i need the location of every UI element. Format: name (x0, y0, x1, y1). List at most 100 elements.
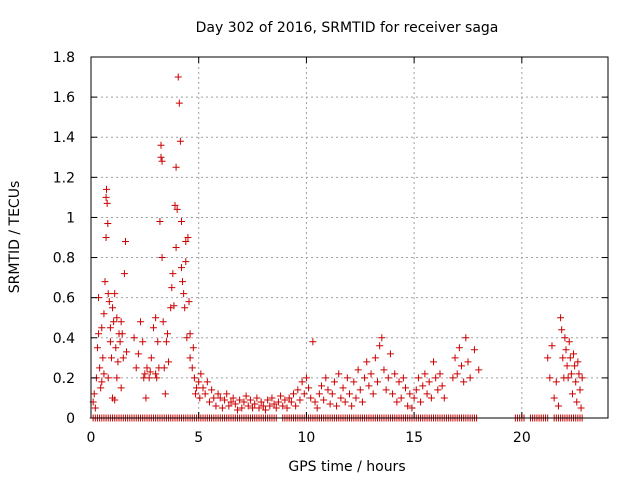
data-point (458, 362, 466, 370)
data-point (311, 398, 319, 406)
data-point (261, 406, 269, 414)
data-point (98, 378, 106, 386)
data-point (315, 390, 323, 398)
data-point (90, 390, 98, 398)
data-point (249, 404, 257, 412)
data-point (177, 217, 185, 225)
data-point (378, 334, 386, 342)
data-point (397, 394, 405, 402)
data-point (475, 366, 483, 374)
data-point (449, 374, 457, 382)
data-point (470, 346, 478, 354)
data-point (120, 270, 128, 278)
data-point (102, 234, 110, 241)
data-point (111, 396, 119, 404)
data-point (559, 354, 567, 362)
y-tick-label: 1.4 (53, 130, 75, 146)
data-point (196, 394, 204, 402)
data-point (328, 390, 336, 398)
data-point (244, 402, 252, 410)
data-point (95, 330, 103, 338)
data-point (283, 404, 291, 412)
x-tick-label: 15 (405, 430, 423, 446)
data-point (251, 400, 259, 408)
data-point (313, 404, 321, 412)
data-point (154, 338, 162, 346)
data-point (333, 402, 341, 410)
data-point (183, 334, 191, 342)
data-point (339, 384, 347, 392)
data-point (216, 394, 224, 402)
data-point (257, 398, 265, 406)
data-point (440, 394, 448, 402)
data-point (101, 278, 109, 286)
data-point (544, 354, 552, 362)
grid (91, 57, 608, 418)
data-point (111, 290, 119, 298)
data-point (186, 330, 194, 338)
data-point (246, 396, 254, 404)
data-point (296, 396, 304, 404)
data-point (141, 370, 149, 378)
data-point (391, 370, 399, 378)
data-point (104, 374, 112, 382)
y-tick-label: 1 (66, 210, 75, 226)
data-point (350, 378, 358, 386)
data-point (568, 390, 576, 398)
data-point (264, 396, 272, 404)
data-point (197, 370, 205, 378)
data-point (201, 390, 209, 398)
data-point (268, 394, 276, 402)
data-point (455, 344, 463, 352)
x-tick-label: 20 (513, 430, 531, 446)
y-tick-label: 0.8 (53, 251, 75, 267)
data-point (406, 390, 414, 398)
data-point (118, 330, 126, 338)
data-point (182, 238, 190, 246)
data-point (266, 402, 274, 410)
data-point (132, 364, 140, 372)
data-point (432, 374, 440, 382)
y-axis-ticks: 0 0.2 0.4 0.6 0.8 1 1.2 1.4 1.6 1.8 (53, 50, 608, 427)
data-point (356, 386, 364, 394)
data-point (255, 404, 263, 412)
data-point (110, 318, 118, 326)
data-point (186, 354, 194, 362)
data-point (190, 374, 198, 382)
data-point (330, 378, 338, 386)
data-point (573, 398, 581, 406)
data-point (107, 354, 115, 362)
data-point (113, 374, 121, 382)
data-point (203, 378, 211, 386)
data-point (158, 254, 166, 262)
data-point (386, 350, 394, 358)
data-point (363, 358, 371, 366)
data-point (229, 394, 237, 402)
data-point (106, 338, 114, 346)
data-point (179, 278, 187, 286)
data-series-srmtid (89, 73, 586, 422)
data-point (561, 334, 569, 342)
data-point (567, 370, 575, 378)
data-point (427, 394, 435, 402)
data-point (317, 382, 325, 390)
y-tick-label: 0.4 (53, 331, 75, 347)
data-point (421, 370, 429, 378)
y-tick-label: 0.2 (53, 371, 75, 387)
data-point (335, 370, 343, 378)
data-point (434, 386, 442, 394)
data-point (157, 141, 165, 149)
data-point (114, 358, 122, 366)
plot-frame (90, 56, 609, 419)
data-point (305, 384, 313, 392)
data-point (145, 374, 153, 382)
y-axis-label: SRMTID / TECUs (7, 181, 23, 294)
x-tick-label: 10 (298, 430, 316, 446)
data-point (548, 342, 556, 350)
data-point (184, 234, 192, 241)
x-axis-ticks: 0 5 10 15 20 (87, 57, 531, 446)
data-point (320, 396, 328, 404)
y-tick-label: 1.8 (53, 50, 75, 66)
data-point (191, 390, 199, 398)
y-tick-label: 1.2 (53, 170, 75, 186)
